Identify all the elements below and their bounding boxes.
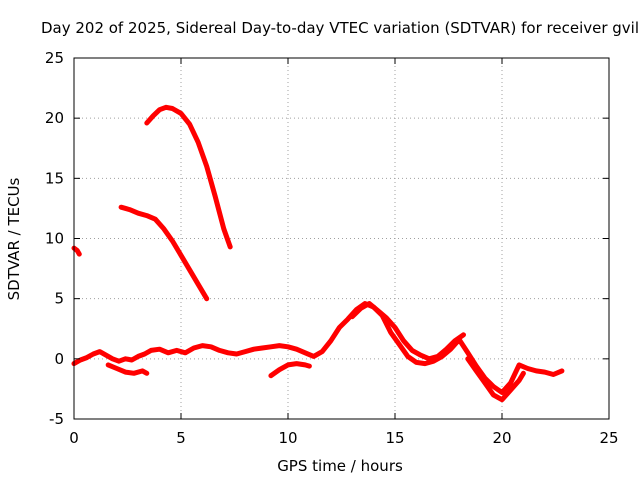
- x-tick-label: 20: [492, 429, 511, 447]
- x-tick-label: 0: [69, 429, 79, 447]
- y-tick-label: 15: [45, 169, 64, 187]
- y-tick-label: -5: [49, 410, 64, 428]
- series-line-arc-7: [349, 301, 466, 362]
- series-line-arc-8: [465, 356, 526, 403]
- y-tick-label: 5: [54, 290, 64, 308]
- series-layer: [71, 104, 565, 403]
- ticks: 0 5 10 15 20 25 -5 0 5 10 15 20 25: [45, 49, 619, 447]
- series-line-arc-3: [118, 204, 210, 302]
- y-tick-label: 20: [45, 109, 64, 127]
- y-tick-label: 0: [54, 350, 64, 368]
- series-line-arc-6: [268, 361, 312, 379]
- grid: [74, 58, 609, 419]
- x-tick-label: 15: [385, 429, 404, 447]
- series-line-arc-2: [144, 104, 233, 250]
- x-tick-label: 10: [278, 429, 297, 447]
- x-tick-label: 5: [176, 429, 186, 447]
- y-axis-label: SDTVAR / TECUs: [5, 177, 23, 300]
- x-axis-label: GPS time / hours: [277, 457, 403, 475]
- x-tick-label: 25: [599, 429, 618, 447]
- chart-title: Day 202 of 2025, Sidereal Day-to-day VTE…: [41, 19, 639, 37]
- series-line-arc-5: [105, 362, 150, 376]
- series-line-arc-1: [71, 245, 82, 257]
- y-tick-label: 25: [45, 49, 64, 67]
- series-line-arc-4: [71, 301, 565, 395]
- y-tick-label: 10: [45, 230, 64, 248]
